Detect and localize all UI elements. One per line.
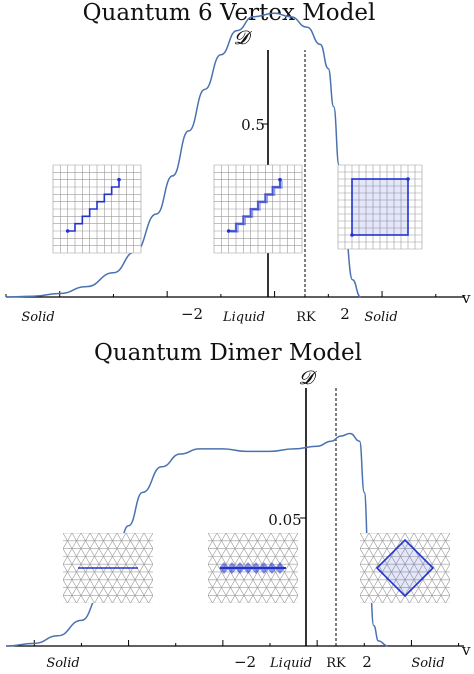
panel-2-insets [63, 533, 450, 603]
panel-1-inset-3 [337, 164, 423, 250]
panel-1-y-tick-label: 0.5 [241, 116, 265, 134]
panel-1-title: Quantum 6 Vertex Model [83, 0, 376, 26]
panel-1-region-liquid: Liquid [222, 310, 265, 325]
panel-2-inset-1 [63, 533, 153, 603]
triangular-lattice [63, 533, 153, 603]
loop-fill [352, 179, 408, 235]
string-endpoint [117, 177, 121, 182]
panel-2: Quantum Dimer Model 𝓓 v 0.05 −2 2 RK Sol… [5, 340, 471, 671]
panel-1-x-tick-label-neg2: −2 [181, 305, 203, 323]
loop-endpoint [406, 177, 410, 181]
string-endpoint [65, 229, 70, 233]
panel-2-plot-area [5, 388, 464, 647]
panel-2-x-axis-label: v [461, 641, 471, 659]
panel-1-inset-2 [213, 164, 303, 254]
panel-1: Quantum 6 Vertex Model 𝓓 v 0.5 −2 2 RK S… [5, 0, 471, 325]
staircase-string [228, 179, 282, 233]
panel-1-x-axis-label: v [461, 289, 471, 307]
panel-1-series-line [5, 12, 361, 298]
panel-1-region-solid-left: Solid [21, 310, 54, 325]
triangular-lattice [360, 533, 450, 603]
panel-2-region-solid-left: Solid [46, 656, 79, 671]
panel-2-y-tick-label: 0.05 [268, 511, 301, 529]
panel-2-y-axis-label: 𝓓 [299, 367, 318, 389]
panel-2-x-tick-label-2: 2 [362, 653, 372, 671]
panel-1-insets [52, 164, 423, 254]
panel-2-title: Quantum Dimer Model [94, 340, 362, 366]
staircase-fluctuation [230, 180, 283, 233]
string-endpoint [226, 229, 231, 233]
diamond-loop [375, 538, 435, 598]
panel-2-inset-3 [360, 533, 450, 603]
panel-1-rk-label: RK [296, 310, 316, 325]
panel-1-y-axis-label: 𝓓 [234, 27, 253, 49]
staircase-string [67, 179, 120, 232]
panel-1-inset-1 [52, 164, 142, 254]
panel-1-x-tick-label-2: 2 [340, 305, 350, 323]
square-loop [351, 178, 409, 236]
loop-endpoint [350, 233, 354, 237]
panel-2-inset-2 [208, 533, 298, 603]
panel-1-plot-area [5, 12, 464, 298]
panel-2-x-tick-label-neg2: −2 [234, 653, 256, 671]
panel-1-region-solid-right: Solid [364, 310, 397, 325]
panel-2-region-liquid: Liquid [269, 656, 312, 671]
string-endpoint [278, 177, 282, 182]
panel-2-rk-label: RK [326, 656, 346, 671]
panel-2-region-solid-right: Solid [411, 656, 444, 671]
